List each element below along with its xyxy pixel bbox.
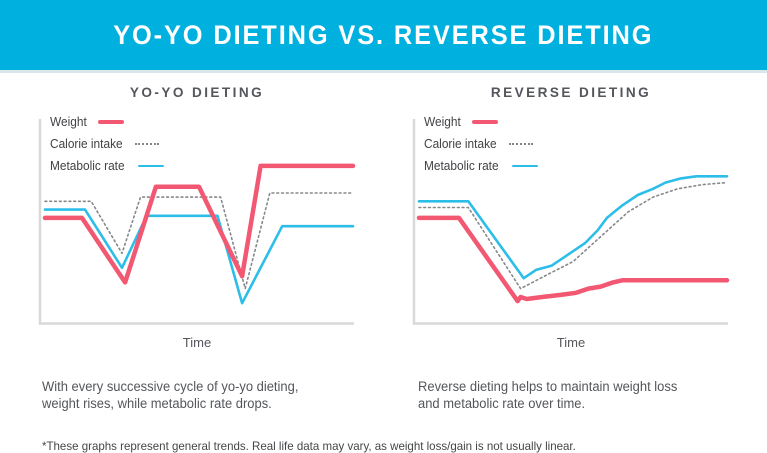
legend-label-weight: Weight <box>50 115 87 129</box>
axes <box>412 119 728 325</box>
legend-item-metabolic-rate: Metabolic rate <box>424 155 538 177</box>
legend-label-calorie-intake: Calorie intake <box>50 137 123 151</box>
chart-title-reverse: REVERSE DIETING <box>490 84 652 100</box>
calorie-intake-line-swatch <box>509 143 534 145</box>
calorie-intake-line <box>44 192 354 290</box>
legend-label-calorie-intake: Calorie intake <box>424 137 497 151</box>
legend-item-weight: Weight <box>50 111 164 133</box>
legend-item-metabolic-rate: Metabolic rate <box>50 155 164 177</box>
weight-line <box>416 215 730 304</box>
legend-label-weight: Weight <box>424 115 461 129</box>
legend-item-weight: Weight <box>424 111 538 133</box>
legend-item-calorie-intake: Calorie intake <box>424 133 538 155</box>
legend-reverse: Weight Calorie intake Metabolic rate <box>424 111 538 177</box>
legend-yoyo: Weight Calorie intake Metabolic rate <box>50 111 164 177</box>
metabolic-rate-line-swatch <box>511 164 538 168</box>
caption-reverse: Reverse dieting helps to maintain weight… <box>418 378 678 412</box>
weight-line <box>42 163 356 285</box>
reverse-dieting-chart <box>412 119 730 325</box>
weight-line-swatch <box>97 119 124 125</box>
legend-item-calorie-intake: Calorie intake <box>50 133 164 155</box>
main-title: YO-YO DIETING VS. REVERSE DIETING <box>113 19 654 50</box>
chart-panel-yoyo: YO-YO DIETING Weight Calorie intake Meta… <box>38 82 356 354</box>
banner: YO-YO DIETING VS. REVERSE DIETING <box>0 0 767 73</box>
metabolic-rate-line <box>417 174 729 280</box>
chart-panel-reverse: REVERSE DIETING Weight Calorie intake Me… <box>412 82 730 354</box>
x-axis-label-yoyo: Time <box>182 335 212 350</box>
axes <box>38 119 354 325</box>
metabolic-rate-line <box>43 208 355 305</box>
yoyo-dieting-chart <box>38 119 356 325</box>
caption-yoyo: With every successive cycle of yo-yo die… <box>42 378 299 412</box>
legend-label-metabolic-rate: Metabolic rate <box>424 159 499 173</box>
legend-label-metabolic-rate: Metabolic rate <box>50 159 125 173</box>
metabolic-rate-line-swatch <box>137 164 164 168</box>
weight-line-swatch <box>471 119 498 125</box>
x-axis-label-reverse: Time <box>556 335 586 350</box>
calorie-intake-line-swatch <box>135 143 160 145</box>
calorie-intake-line <box>418 181 728 290</box>
chart-title-yoyo: YO-YO DIETING <box>129 84 265 100</box>
footnote: *These graphs represent general trends. … <box>42 439 576 453</box>
